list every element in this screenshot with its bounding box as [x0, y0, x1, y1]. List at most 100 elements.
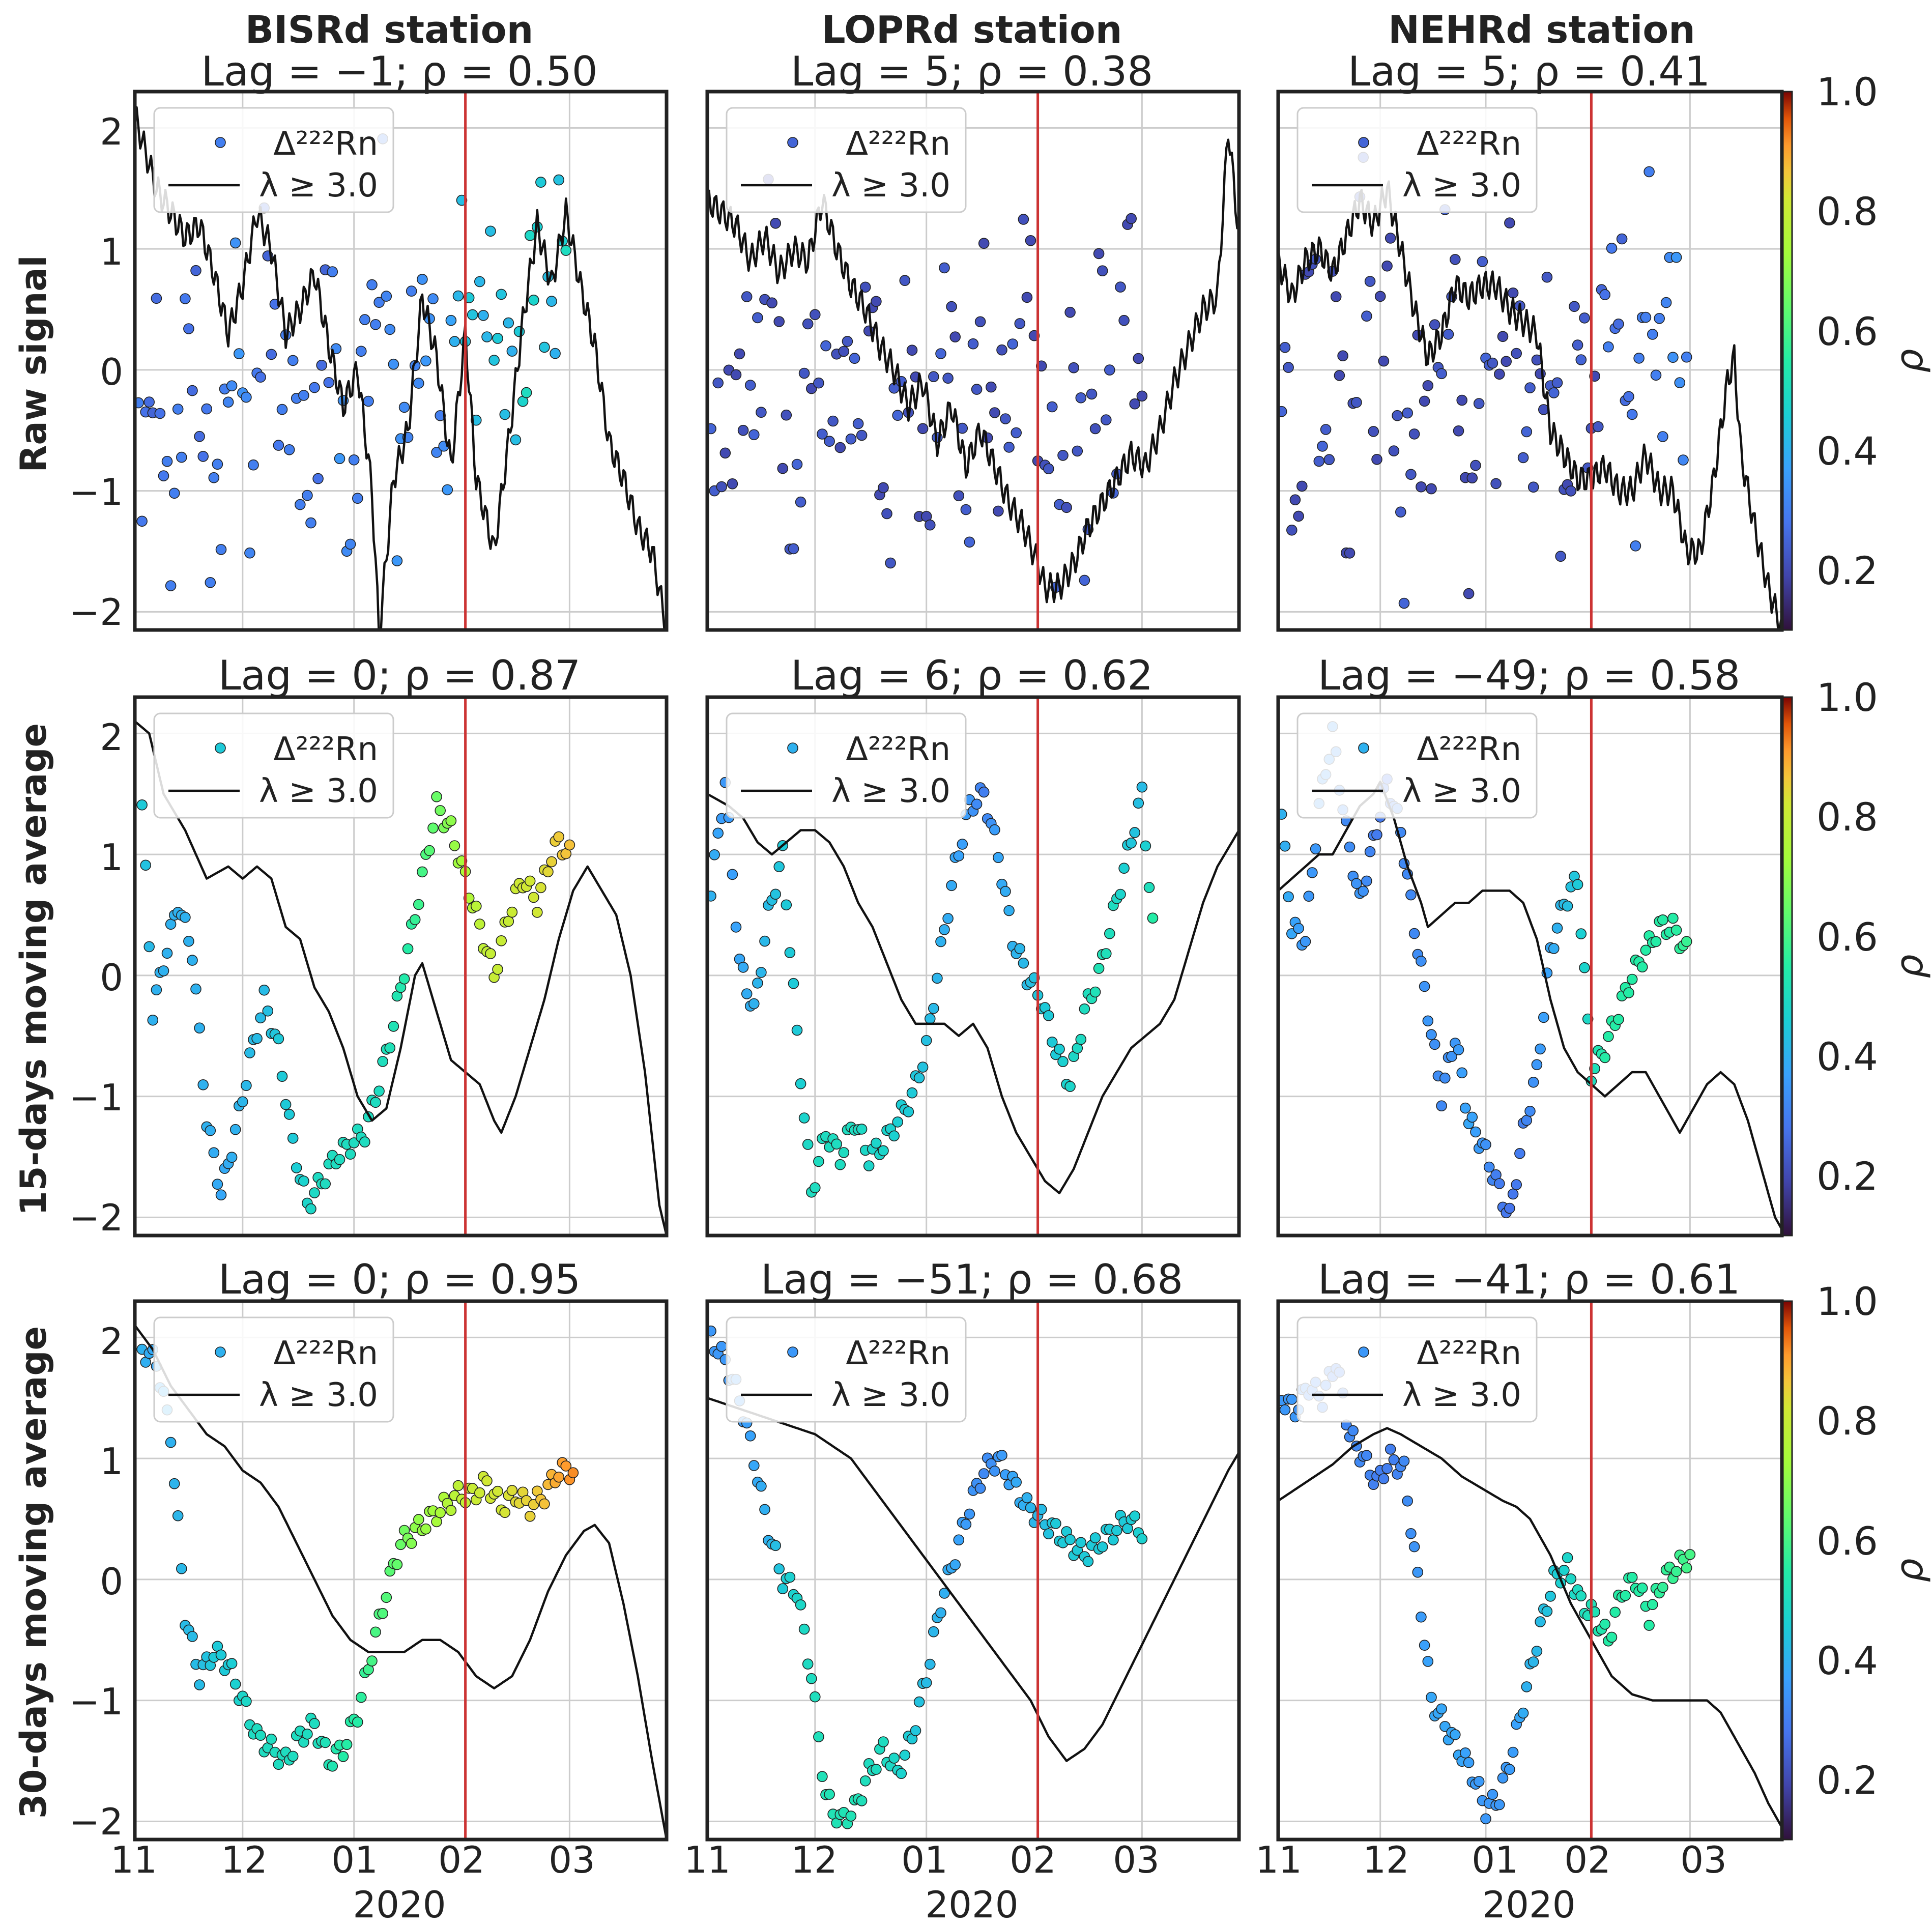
rn-point: [791, 1024, 803, 1036]
y-tick-label: 1: [100, 836, 123, 879]
rn-point: [993, 505, 1004, 517]
rn-point: [431, 791, 442, 802]
axes-frame: [133, 695, 669, 1238]
rn-point: [773, 316, 785, 327]
rn-point: [377, 1056, 389, 1067]
rn-point: [553, 1472, 564, 1483]
rn-point: [309, 1187, 320, 1198]
rn-point: [1079, 1003, 1090, 1015]
rn-point: [1118, 314, 1130, 326]
rn-point: [255, 1730, 266, 1741]
rn-point: [935, 1607, 946, 1619]
rn-point: [1422, 380, 1434, 391]
rn-point: [1014, 318, 1026, 329]
rn-point: [391, 1559, 403, 1570]
rn-point: [248, 459, 259, 471]
rn-point: [1368, 426, 1379, 437]
rn-point: [802, 318, 814, 330]
rn-point: [334, 453, 345, 465]
rn-point: [903, 1106, 914, 1117]
axes-frame: [705, 695, 1241, 1238]
rn-point: [377, 1607, 389, 1619]
rn-point: [402, 943, 414, 955]
rn-point: [1133, 353, 1144, 364]
rn-point: [1579, 312, 1590, 324]
rn-point: [1446, 1051, 1457, 1062]
rn-point: [341, 1739, 353, 1750]
lambda-line: [135, 1325, 667, 1840]
rn-point: [1140, 840, 1151, 852]
rn-point: [1443, 329, 1454, 340]
rn-point: [813, 377, 824, 389]
lambda-line: [707, 138, 1239, 604]
rn-point: [1470, 1126, 1481, 1138]
rn-point: [1021, 1492, 1033, 1504]
rn-point: [413, 1514, 424, 1525]
rn-point: [1463, 588, 1475, 599]
rn-point: [359, 314, 370, 325]
rn-point: [1293, 923, 1304, 934]
rn-point: [798, 367, 810, 379]
rn-point: [373, 1085, 385, 1097]
rn-point: [737, 962, 749, 973]
rn-point: [1398, 1455, 1410, 1467]
rn-point: [856, 1795, 868, 1806]
panel-2-1: Δ²²²Rn λ ≥ 3.0: [133, 695, 669, 1238]
rn-point: [212, 1179, 223, 1190]
rn-point: [899, 275, 911, 286]
rn-point: [1061, 502, 1072, 513]
rn-point: [730, 922, 742, 933]
rn-point: [287, 1133, 299, 1144]
colorbar-row-3: 1.0 0.8 0.6 0.4 0.2 ρ: [1780, 1279, 1931, 1841]
rn-point: [194, 1022, 205, 1033]
y-tick-label: 1: [100, 231, 123, 273]
rn-point: [1473, 398, 1485, 409]
legend-line-label: λ ≥ 3.0: [259, 772, 378, 810]
rn-point: [791, 458, 803, 470]
axes-frame: [1276, 90, 1784, 632]
y-tick-label: −2: [69, 591, 123, 634]
rn-point: [546, 856, 557, 868]
rn-point: [1422, 1656, 1434, 1667]
panel-1-3: Δ²²²Rn λ ≥ 3.0: [1276, 90, 1784, 632]
x-axis-year-label: 2020: [1482, 1883, 1575, 1924]
panel-subtitle: Lag = −1; ρ = 0.50: [201, 48, 597, 95]
rn-point: [928, 371, 939, 383]
rn-point: [1303, 891, 1314, 902]
rn-point: [1126, 837, 1137, 849]
rn-point: [1517, 1707, 1529, 1719]
rn-point: [1487, 1789, 1498, 1800]
rn-point: [1470, 460, 1481, 471]
rn-point: [1419, 981, 1430, 992]
rn-point: [180, 912, 191, 923]
legend-scatter-marker: [215, 742, 226, 754]
rn-point: [784, 1571, 796, 1583]
rn-point: [810, 309, 821, 321]
plot-area: [135, 1301, 667, 1840]
rn-point: [1330, 291, 1342, 302]
rn-point: [1681, 936, 1692, 947]
rn-point: [1351, 396, 1362, 408]
rn-point: [320, 1737, 331, 1748]
rn-point: [859, 281, 871, 293]
rn-point: [899, 1749, 911, 1761]
rn-point: [1025, 235, 1036, 246]
rn-point: [1477, 256, 1488, 267]
rn-point: [205, 1125, 216, 1136]
rn-point: [229, 1678, 241, 1690]
rn-point: [1657, 914, 1668, 926]
rn-point: [773, 861, 785, 872]
legend: Δ²²²Rn λ ≥ 3.0: [153, 1316, 394, 1423]
rn-point: [928, 1002, 939, 1014]
rn-point: [183, 323, 194, 334]
plot-area: [135, 92, 667, 630]
rn-point: [756, 407, 767, 418]
rn-point: [539, 1498, 550, 1510]
colorbar-label: ρ: [1888, 349, 1931, 372]
rn-point: [241, 1696, 252, 1707]
rn-point: [1511, 1179, 1522, 1190]
rn-point: [1681, 351, 1692, 363]
rn-point: [273, 1033, 284, 1045]
rn-point: [1025, 1502, 1036, 1513]
rn-point: [1129, 827, 1140, 838]
